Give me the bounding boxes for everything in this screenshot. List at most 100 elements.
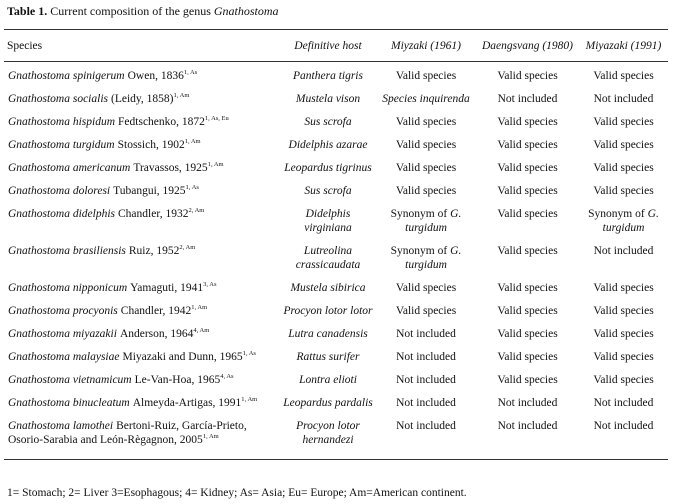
table-row: Gnathostoma binucleatum Almeyda-Artigas, …	[4, 391, 668, 414]
species-author: Ruiz, 1952	[128, 245, 180, 257]
status-cell: Valid species	[476, 276, 579, 299]
host-name: Panthera tigris	[293, 70, 363, 82]
status-text: Not included	[497, 397, 558, 409]
column-header: Miyzaki (1961)	[391, 39, 461, 52]
species-name: Gnathostoma lamothei	[8, 420, 114, 432]
status-cell: Valid species	[476, 239, 579, 276]
status-cell: Synonym of G. turgidum	[376, 202, 476, 239]
species-note: 2, Am	[179, 244, 196, 251]
species-cell: Gnathostoma spinigerum Owen, 18361, As	[4, 62, 280, 88]
host-cell: Sus scrofa	[280, 179, 376, 202]
status-cell: Valid species	[476, 110, 579, 133]
table-body: Gnathostoma spinigerum Owen, 18361, As Pan…	[4, 62, 668, 460]
host-name: Mustela sibirica	[290, 282, 366, 294]
species-cell: Gnathostoma procyonis Chandler, 19421, Am	[4, 299, 280, 322]
status-italic: G. turgidum	[602, 208, 659, 234]
species-name: Gnathostoma hispidum	[8, 116, 116, 128]
status-text: Valid species	[593, 185, 654, 197]
status-cell: Valid species	[579, 179, 668, 202]
status-italic: G. turgidum	[405, 208, 462, 234]
species-name: Gnathostoma vietnamicum	[8, 374, 132, 386]
status-text: Not included	[593, 93, 654, 105]
status-text: Valid species	[497, 328, 558, 340]
status-cell: Not included	[579, 414, 668, 460]
status-cell: Valid species	[476, 299, 579, 322]
status-cell: Valid species	[376, 156, 476, 179]
status-text: Valid species	[497, 282, 558, 294]
status-cell: Not included	[476, 391, 579, 414]
status-cell: Valid species	[476, 202, 579, 239]
host-name: Lutra canadensis	[288, 328, 368, 340]
host-cell: Sus scrofa	[280, 110, 376, 133]
status-cell: Valid species	[579, 368, 668, 391]
host-name: Didelphis azarae	[288, 139, 368, 151]
status-cell: Not included	[376, 368, 476, 391]
status-text: Valid species	[497, 116, 558, 128]
species-cell: Gnathostoma turgidum Stossich, 19021, Am	[4, 133, 280, 156]
status-cell: Valid species	[476, 345, 579, 368]
species-note: 1, As	[242, 350, 256, 357]
species-name: Gnathostoma turgidum	[8, 139, 115, 151]
status-text: Valid species	[593, 70, 654, 82]
status-cell: Valid species	[476, 156, 579, 179]
status-cell: Valid species	[376, 299, 476, 322]
species-author: Tubangui, 1925	[113, 185, 186, 197]
species-cell: Gnathostoma malaysiae Miyazaki and Dunn, …	[4, 345, 280, 368]
column-header: Miyazaki (1991)	[585, 39, 662, 52]
species-author: Le-Van-Hoa, 1965	[134, 374, 221, 386]
host-name: Leopardus tigrinus	[284, 162, 372, 174]
status-cell: Not included	[376, 414, 476, 460]
species-cell: Gnathostoma miyazakii Anderson, 19644, Am	[4, 322, 280, 345]
status-text: Valid species	[395, 282, 457, 294]
species-cell: Gnathostoma binucleatum Almeyda-Artigas, …	[4, 391, 280, 414]
host-cell: Didelphis virginiana	[280, 202, 376, 239]
status-text: Not included	[396, 420, 456, 432]
species-name: Gnathostoma binucleatum	[8, 397, 130, 409]
status-cell: Valid species	[579, 62, 668, 88]
status-cell: Not included	[376, 391, 476, 414]
status-cell: Not included	[376, 322, 476, 345]
status-text: Valid species	[497, 70, 558, 82]
species-note: 1, Am	[241, 396, 258, 403]
status-text: Valid species	[395, 70, 457, 82]
status-text: Not included	[593, 420, 654, 432]
status-text: Valid species	[497, 351, 558, 363]
species-note: 1, Am	[207, 161, 224, 168]
caption-text: Current composition of the genus	[50, 4, 211, 18]
host-name: Rattus surifer	[296, 351, 360, 363]
species-name: Gnathostoma nipponicum	[8, 282, 128, 294]
host-cell: Rattus surifer	[280, 345, 376, 368]
table-row: Gnathostoma vietnamicum Le-Van-Hoa, 19654…	[4, 368, 668, 391]
species-name: Gnathostoma didelphis	[8, 208, 116, 220]
species-author: Stossich, 1902	[117, 139, 185, 151]
status-cell: Valid species	[476, 179, 579, 202]
status-text: Not included	[396, 374, 456, 386]
caption-italic: Gnathostoma	[213, 4, 279, 18]
host-cell: Lutreolina crassicaudata	[280, 239, 376, 276]
status-cell: Valid species	[476, 62, 579, 88]
species-cell: Gnathostoma didelphis Chandler, 19322, Am	[4, 202, 280, 239]
species-note: 1, Am	[202, 433, 219, 440]
status-cell: Not included	[476, 414, 579, 460]
status-cell: Species inquirenda	[376, 87, 476, 110]
status-text: Not included	[497, 420, 558, 432]
status-text: Valid species	[593, 116, 654, 128]
status-text: Valid species	[497, 162, 558, 174]
status-text: Valid species	[593, 351, 654, 363]
status-text: Synonym of	[588, 208, 645, 220]
status-cell: Synonym of G. turgidum	[579, 202, 668, 239]
host-name: Procyon lotor hernandezi	[296, 420, 360, 446]
host-cell: Mustela sibirica	[280, 276, 376, 299]
status-text: Valid species	[497, 139, 558, 151]
host-cell: Procyon lotor hernandezi	[280, 414, 376, 460]
species-author: Owen, 1836	[127, 70, 184, 82]
species-name: Gnathostoma miyazakii	[8, 328, 117, 340]
status-cell: Not included	[476, 87, 579, 110]
status-cell: Not included	[376, 345, 476, 368]
host-cell: Lutra canadensis	[280, 322, 376, 345]
host-name: Sus scrofa	[304, 185, 352, 197]
table: Species Definitive host Miyzaki (1961) Daen…	[4, 29, 668, 460]
species-note: 4, Am	[193, 327, 210, 334]
status-text: Not included	[593, 397, 654, 409]
species-cell: Gnathostoma lamothei Bertoni-Ruiz, García…	[4, 414, 280, 460]
